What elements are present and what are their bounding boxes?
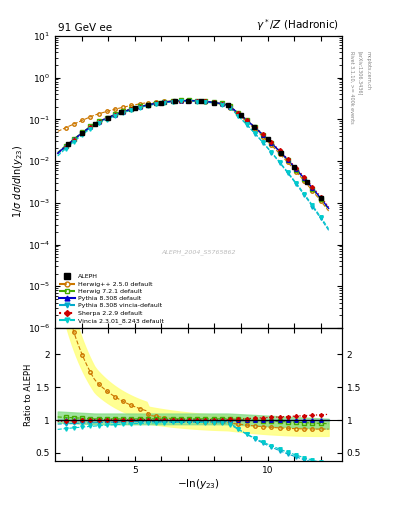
Y-axis label: Ratio to ALEPH: Ratio to ALEPH	[24, 363, 33, 425]
Y-axis label: $1/\sigma\ d\sigma/d\ln(y_{23})$: $1/\sigma\ d\sigma/d\ln(y_{23})$	[11, 145, 25, 219]
Text: $\gamma^*/Z$ (Hadronic): $\gamma^*/Z$ (Hadronic)	[256, 17, 339, 33]
Text: Rivet 3.1.10, >= 400k events: Rivet 3.1.10, >= 400k events	[349, 51, 354, 124]
X-axis label: $-\ln(y_{23})$: $-\ln(y_{23})$	[177, 477, 220, 492]
Text: 91 GeV ee: 91 GeV ee	[58, 23, 112, 33]
Text: mcplots.cern.ch: mcplots.cern.ch	[365, 51, 371, 90]
Text: ALEPH_2004_S5765862: ALEPH_2004_S5765862	[161, 249, 236, 255]
Text: [arXiv:1306.3436]: [arXiv:1306.3436]	[358, 51, 363, 96]
Legend: ALEPH, Herwig++ 2.5.0 default, Herwig 7.2.1 default, Pythia 8.308 default, Pythi: ALEPH, Herwig++ 2.5.0 default, Herwig 7.…	[58, 273, 165, 325]
